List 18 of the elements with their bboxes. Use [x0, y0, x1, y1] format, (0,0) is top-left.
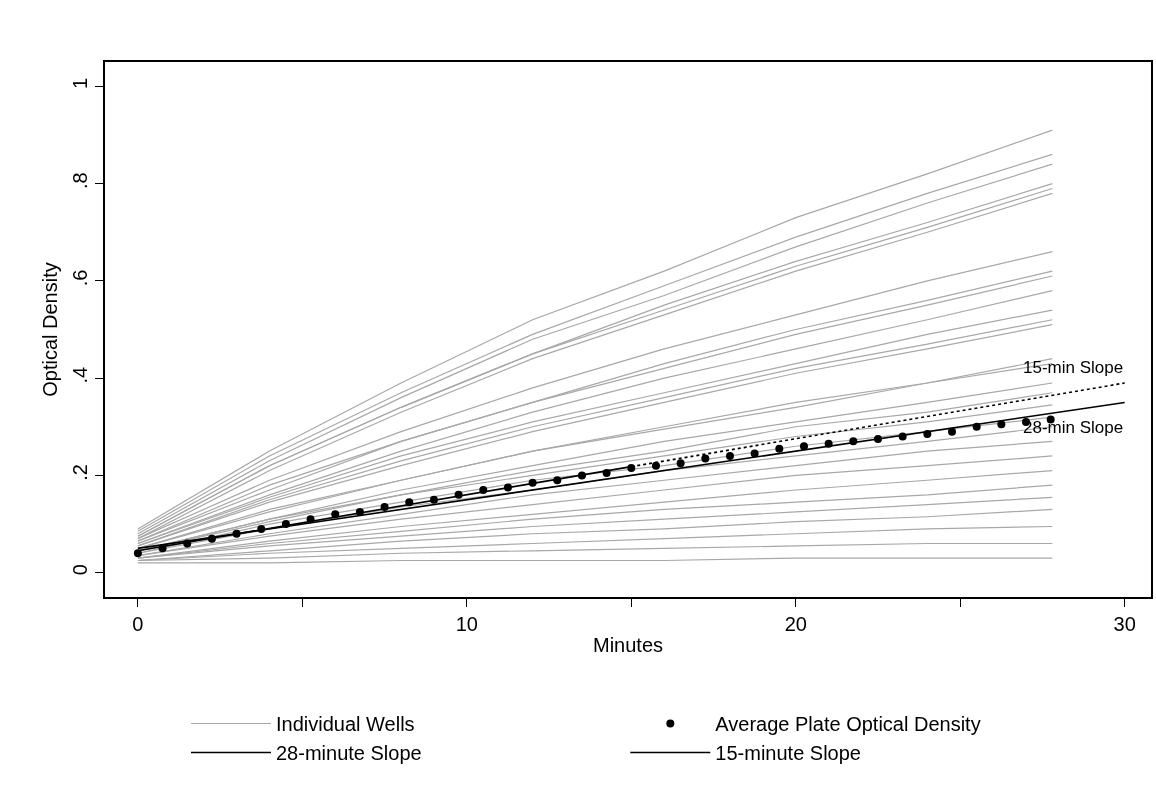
- y-tick-label: 1: [69, 77, 92, 89]
- legend-label: Average Plate Optical Density: [715, 713, 981, 736]
- legend-label: Individual Wells: [276, 713, 415, 736]
- y-tick-label: 0: [69, 564, 92, 576]
- x-tick-label: 20: [784, 612, 807, 635]
- annotation: 28-min Slope: [1023, 418, 1124, 437]
- annotation: 15-min Slope: [1023, 358, 1124, 377]
- y-axis-title: Optical Density: [39, 262, 62, 397]
- y-tick-label: .4: [69, 366, 92, 384]
- x-tick-label: 0: [132, 612, 144, 635]
- legend-label: 15-minute Slope: [715, 742, 861, 765]
- x-tick-label: 30: [1113, 612, 1136, 635]
- y-tick-label: .2: [69, 464, 92, 481]
- y-tick-label: .8: [69, 172, 92, 189]
- x-tick-label: 10: [455, 612, 478, 635]
- y-tick-label: .6: [69, 269, 92, 287]
- legend-label: 28-minute Slope: [276, 742, 422, 765]
- x-axis-title: Minutes: [592, 633, 664, 656]
